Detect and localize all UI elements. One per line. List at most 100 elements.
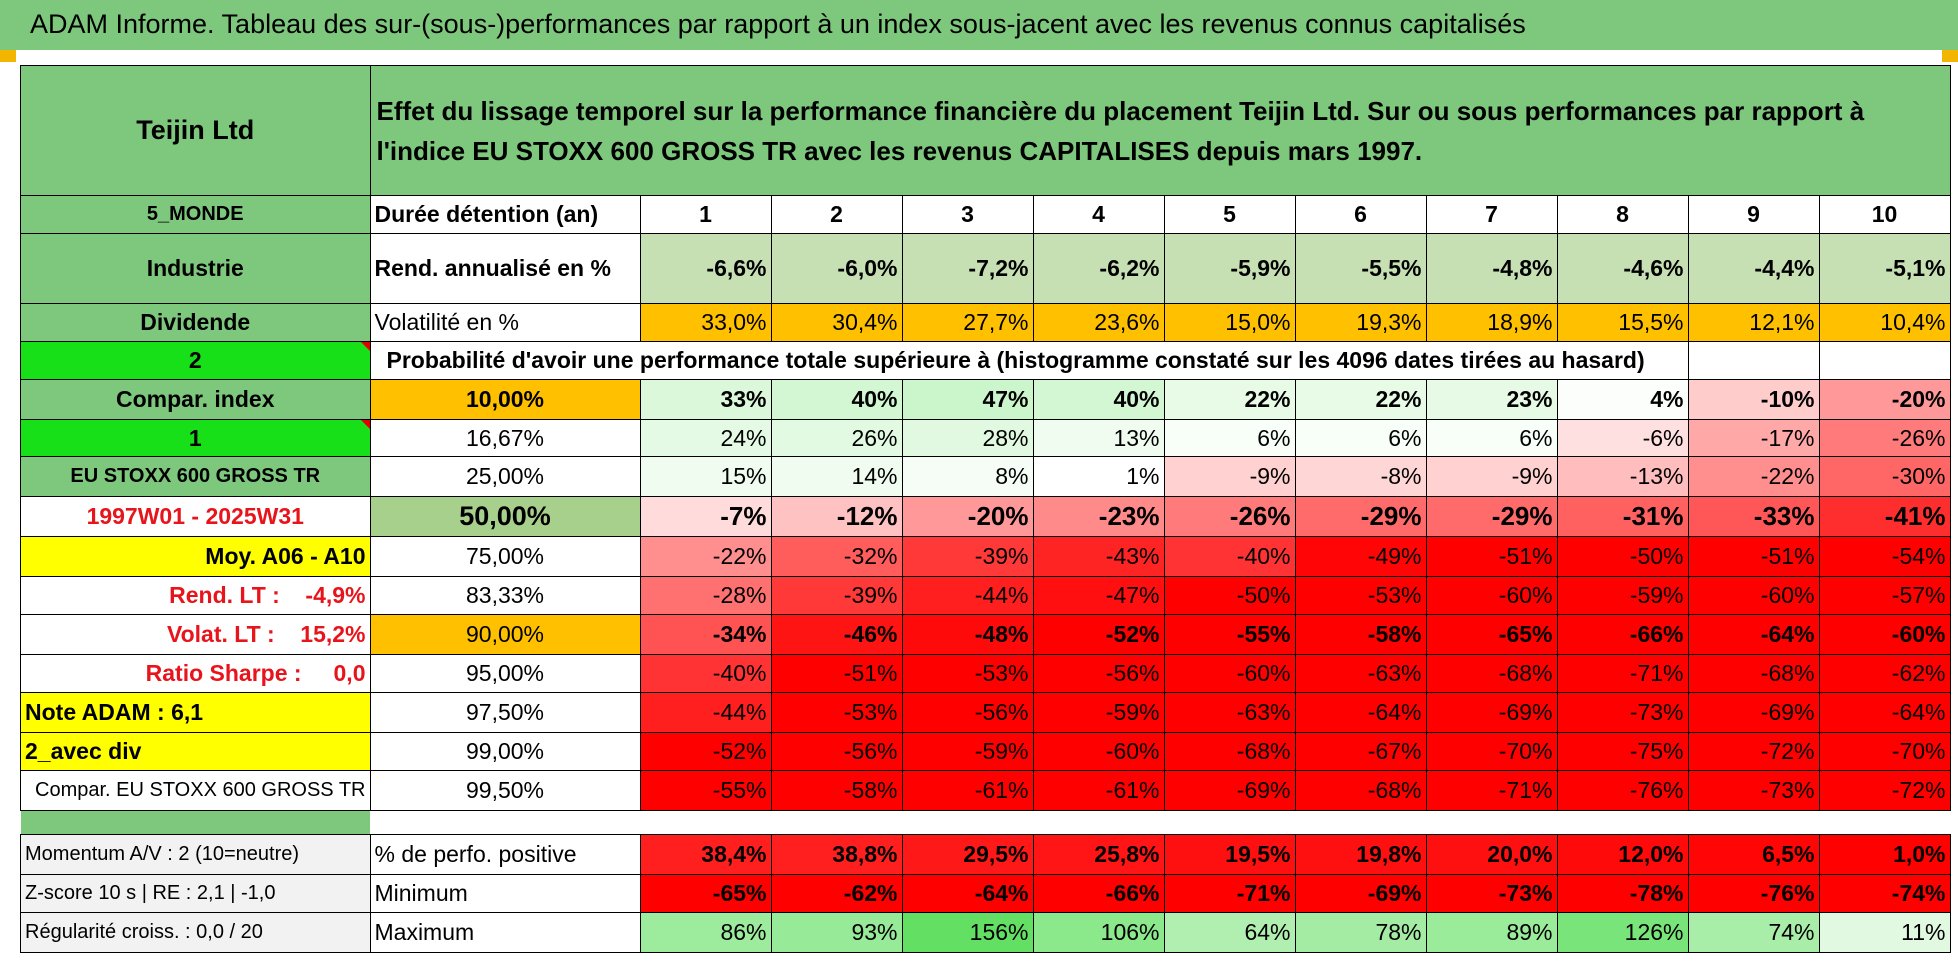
prob-value[interactable]: -59% <box>1032 692 1165 733</box>
positive-perf-value[interactable]: 19,5% <box>1163 834 1296 875</box>
prob-value[interactable]: 14% <box>770 456 903 497</box>
company-name[interactable]: Teijin Ltd <box>20 65 371 196</box>
rend-value[interactable]: -4,6% <box>1556 233 1689 304</box>
prob-value[interactable]: -62% <box>1818 654 1951 693</box>
prob-value[interactable]: -59% <box>901 732 1034 771</box>
minimum-value[interactable]: -76% <box>1687 874 1820 913</box>
prob-value[interactable]: -70% <box>1425 732 1558 771</box>
prob-value[interactable]: -31% <box>1556 496 1689 537</box>
prob-value[interactable]: -52% <box>1032 614 1165 655</box>
prob-value[interactable]: -9% <box>1163 456 1296 497</box>
prob-value[interactable]: -73% <box>1556 692 1689 733</box>
prob-value[interactable]: -44% <box>901 576 1034 615</box>
prob-value[interactable]: -53% <box>1294 576 1427 615</box>
maximum-value[interactable]: 106% <box>1032 912 1165 953</box>
prob-value[interactable]: 22% <box>1294 379 1427 420</box>
minimum-value[interactable]: -66% <box>1032 874 1165 913</box>
prob-value[interactable]: -60% <box>1425 576 1558 615</box>
prob-value[interactable]: -56% <box>770 732 903 771</box>
prob-value[interactable]: -52% <box>639 732 772 771</box>
prob-value[interactable]: -10% <box>1687 379 1820 420</box>
prob-value[interactable]: -57% <box>1818 576 1951 615</box>
prob-value[interactable]: -50% <box>1556 536 1689 577</box>
positive-perf-value[interactable]: 12,0% <box>1556 834 1689 875</box>
prob-value[interactable]: -28% <box>639 576 772 615</box>
prob-value[interactable]: -68% <box>1294 770 1427 811</box>
prob-value[interactable]: 6% <box>1163 419 1296 457</box>
rend-value[interactable]: -6,6% <box>639 233 772 304</box>
prob-value[interactable]: -75% <box>1556 732 1689 771</box>
positive-perf-value[interactable]: 1,0% <box>1818 834 1951 875</box>
minimum-value[interactable]: -62% <box>770 874 903 913</box>
minimum-value[interactable]: -71% <box>1163 874 1296 913</box>
maximum-value[interactable]: 93% <box>770 912 903 953</box>
prob-value[interactable]: -66% <box>1556 614 1689 655</box>
type-cell[interactable]: Dividende <box>20 303 371 342</box>
sector-cell[interactable]: Industrie <box>20 233 371 304</box>
prob-value[interactable]: -23% <box>1032 496 1165 537</box>
prob-value[interactable]: -68% <box>1687 654 1820 693</box>
prob-value[interactable]: -67% <box>1294 732 1427 771</box>
maximum-value[interactable]: 156% <box>901 912 1034 953</box>
prob-value[interactable]: 47% <box>901 379 1034 420</box>
maximum-value[interactable]: 64% <box>1163 912 1296 953</box>
vol-value[interactable]: 33,0% <box>639 303 772 342</box>
prob-value[interactable]: -58% <box>770 770 903 811</box>
vol-value[interactable]: 23,6% <box>1032 303 1165 342</box>
prob-value[interactable]: -71% <box>1556 654 1689 693</box>
prob-value[interactable]: -69% <box>1425 692 1558 733</box>
positive-perf-value[interactable]: 25,8% <box>1032 834 1165 875</box>
prob-value[interactable]: -60% <box>1818 614 1951 655</box>
prob-value[interactable]: 4% <box>1556 379 1689 420</box>
prob-value[interactable]: -40% <box>639 654 772 693</box>
prob-value[interactable]: -55% <box>639 770 772 811</box>
prob-value[interactable]: -56% <box>1032 654 1165 693</box>
minimum-value[interactable]: -65% <box>639 874 772 913</box>
prob-value[interactable]: -70% <box>1818 732 1951 771</box>
vol-value[interactable]: 12,1% <box>1687 303 1820 342</box>
prob-value[interactable]: -64% <box>1294 692 1427 733</box>
prob-value[interactable]: 8% <box>901 456 1034 497</box>
rend-value[interactable]: -7,2% <box>901 233 1034 304</box>
prob-value[interactable]: -44% <box>639 692 772 733</box>
prob-value[interactable]: -26% <box>1163 496 1296 537</box>
rend-value[interactable]: -4,4% <box>1687 233 1820 304</box>
prob-value[interactable]: 6% <box>1294 419 1427 457</box>
vol-value[interactable]: 18,9% <box>1425 303 1558 342</box>
vol-value[interactable]: 27,7% <box>901 303 1034 342</box>
prob-value[interactable]: 24% <box>639 419 772 457</box>
prob-value[interactable]: -65% <box>1425 614 1558 655</box>
prob-value[interactable]: -30% <box>1818 456 1951 497</box>
prob-value[interactable]: 33% <box>639 379 772 420</box>
prob-value[interactable]: 40% <box>770 379 903 420</box>
prob-value[interactable]: 40% <box>1032 379 1165 420</box>
prob-value[interactable]: -53% <box>770 692 903 733</box>
maximum-value[interactable]: 89% <box>1425 912 1558 953</box>
prob-value[interactable]: 1% <box>1032 456 1165 497</box>
positive-perf-value[interactable]: 29,5% <box>901 834 1034 875</box>
prob-value[interactable]: -71% <box>1425 770 1558 811</box>
prob-value[interactable]: -58% <box>1294 614 1427 655</box>
prob-value[interactable]: 28% <box>901 419 1034 457</box>
prob-value[interactable]: -63% <box>1294 654 1427 693</box>
positive-perf-value[interactable]: 19,8% <box>1294 834 1427 875</box>
prob-value[interactable]: -61% <box>901 770 1034 811</box>
positive-perf-value[interactable]: 38,4% <box>639 834 772 875</box>
prob-value[interactable]: -29% <box>1294 496 1427 537</box>
prob-value[interactable]: -68% <box>1425 654 1558 693</box>
prob-value[interactable]: 15% <box>639 456 772 497</box>
prob-value[interactable]: -76% <box>1556 770 1689 811</box>
prob-value[interactable]: -64% <box>1818 692 1951 733</box>
prob-value[interactable]: -49% <box>1294 536 1427 577</box>
prob-value[interactable]: -20% <box>1818 379 1951 420</box>
prob-value[interactable]: 23% <box>1425 379 1558 420</box>
prob-value[interactable]: -59% <box>1556 576 1689 615</box>
prob-value[interactable]: -54% <box>1818 536 1951 577</box>
prob-value[interactable]: -51% <box>1425 536 1558 577</box>
prob-value[interactable]: -48% <box>901 614 1034 655</box>
maximum-value[interactable]: 86% <box>639 912 772 953</box>
maximum-value[interactable]: 11% <box>1818 912 1951 953</box>
prob-value[interactable]: -9% <box>1425 456 1558 497</box>
vol-value[interactable]: 30,4% <box>770 303 903 342</box>
prob-value[interactable]: -46% <box>770 614 903 655</box>
